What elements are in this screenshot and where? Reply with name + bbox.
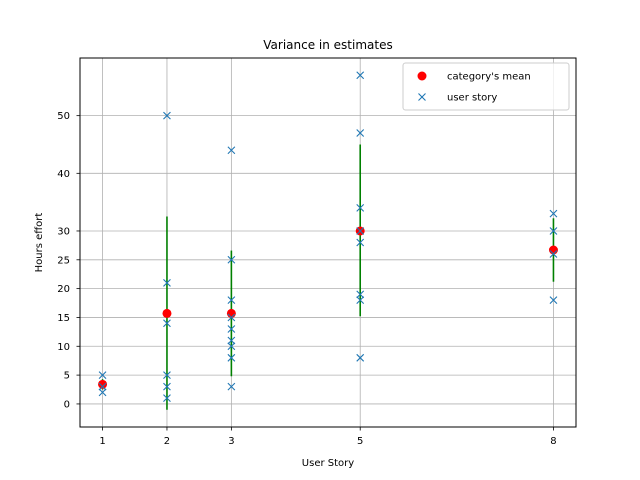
user-story-point [356,129,365,137]
x-marker-stroke [227,382,236,391]
user-story-point [227,146,236,155]
user-story-point [163,319,171,328]
user-story-point [98,371,107,379]
x-marker-stroke [98,388,107,397]
legend: category's mean user story [402,62,570,111]
x-marker-stroke [98,371,107,379]
user-story-point [549,296,558,305]
x-marker-stroke [163,382,171,391]
x-marker-stroke [227,325,236,333]
mean-point [548,245,558,255]
x-tick-label: 5 [357,436,363,447]
user-story-point [549,209,558,218]
user-story-point [356,227,365,235]
legend-box [402,62,570,111]
user-story-point [356,71,365,80]
x-tick-label: 3 [228,436,234,447]
user-story-point [549,227,558,235]
legend-mean-marker [417,71,427,81]
x-tick-label: 2 [164,436,170,447]
user-story-point [163,371,171,379]
user-story-point [227,325,236,333]
x-marker-stroke [356,296,365,305]
legend-user-story-label: user story [447,93,497,104]
x-marker-stroke [356,71,365,80]
x-axis-label: User Story [302,458,354,469]
x-marker-stroke [356,353,365,362]
x-marker-stroke [227,342,236,351]
legend-user-story-marker [418,93,426,101]
user-story-point [227,296,236,305]
x-marker-stroke [227,313,236,322]
user-story-point [98,388,107,397]
mean-point [98,379,108,389]
y-tick-label: 20 [57,284,70,295]
ticks: 1 2 3 5 8 0 5 10 15 20 25 30 40 50 [57,111,556,447]
y-tick-label: 25 [57,255,70,266]
x-marker-stroke [227,353,236,362]
x-marker-stroke [356,204,365,212]
y-tick-label: 40 [57,169,70,180]
x-marker-stroke [163,278,171,287]
legend-mean-label: category's mean [447,72,531,83]
y-tick-label: 50 [57,111,70,122]
x-marker-stroke [549,296,558,305]
user-story-point [356,290,365,299]
y-tick-label: 0 [64,399,70,410]
data-points [98,71,558,403]
x-marker-stroke [549,209,558,218]
x-marker-stroke [356,290,365,299]
user-story-point [549,250,558,258]
user-story-point [356,296,365,305]
y-tick-label: 5 [64,371,70,382]
axes-frame [79,57,577,428]
grid [80,58,576,427]
x-marker-stroke [549,250,558,258]
x-marker-stroke [163,394,171,403]
mean-point [162,308,172,318]
user-story-point [163,278,171,287]
chart-title: Variance in estimates [263,38,392,52]
user-story-point [227,342,236,351]
x-marker-stroke [98,382,107,391]
x-marker-stroke [418,93,426,101]
x-tick-label: 1 [99,436,105,447]
x-marker-stroke [227,255,236,264]
user-story-point [227,382,236,391]
user-story-point [98,382,107,391]
x-marker-stroke [549,227,558,235]
user-story-point [356,353,365,362]
x-marker-stroke [227,296,236,305]
user-story-point [356,204,365,212]
x-tick-label: 8 [550,436,556,447]
x-marker-stroke [163,111,171,120]
x-marker-stroke [163,319,171,328]
user-story-point [227,313,236,322]
user-story-point [163,394,171,403]
user-story-point [227,353,236,362]
x-marker-stroke [227,336,236,345]
mean-point [226,308,236,318]
user-story-point [163,382,171,391]
user-story-point [227,336,236,345]
user-story-point [227,255,236,264]
x-marker-stroke [163,371,171,379]
user-story-point [356,238,365,247]
x-marker-stroke [227,146,236,155]
x-marker-stroke [356,227,365,235]
y-tick-label: 10 [57,342,70,353]
y-tick-label: 15 [57,313,70,324]
user-story-point [163,111,171,120]
x-marker-stroke [356,129,365,137]
y-tick-label: 30 [57,226,70,237]
x-marker-stroke [356,238,365,247]
y-axis-label: Hours effort [34,213,45,273]
